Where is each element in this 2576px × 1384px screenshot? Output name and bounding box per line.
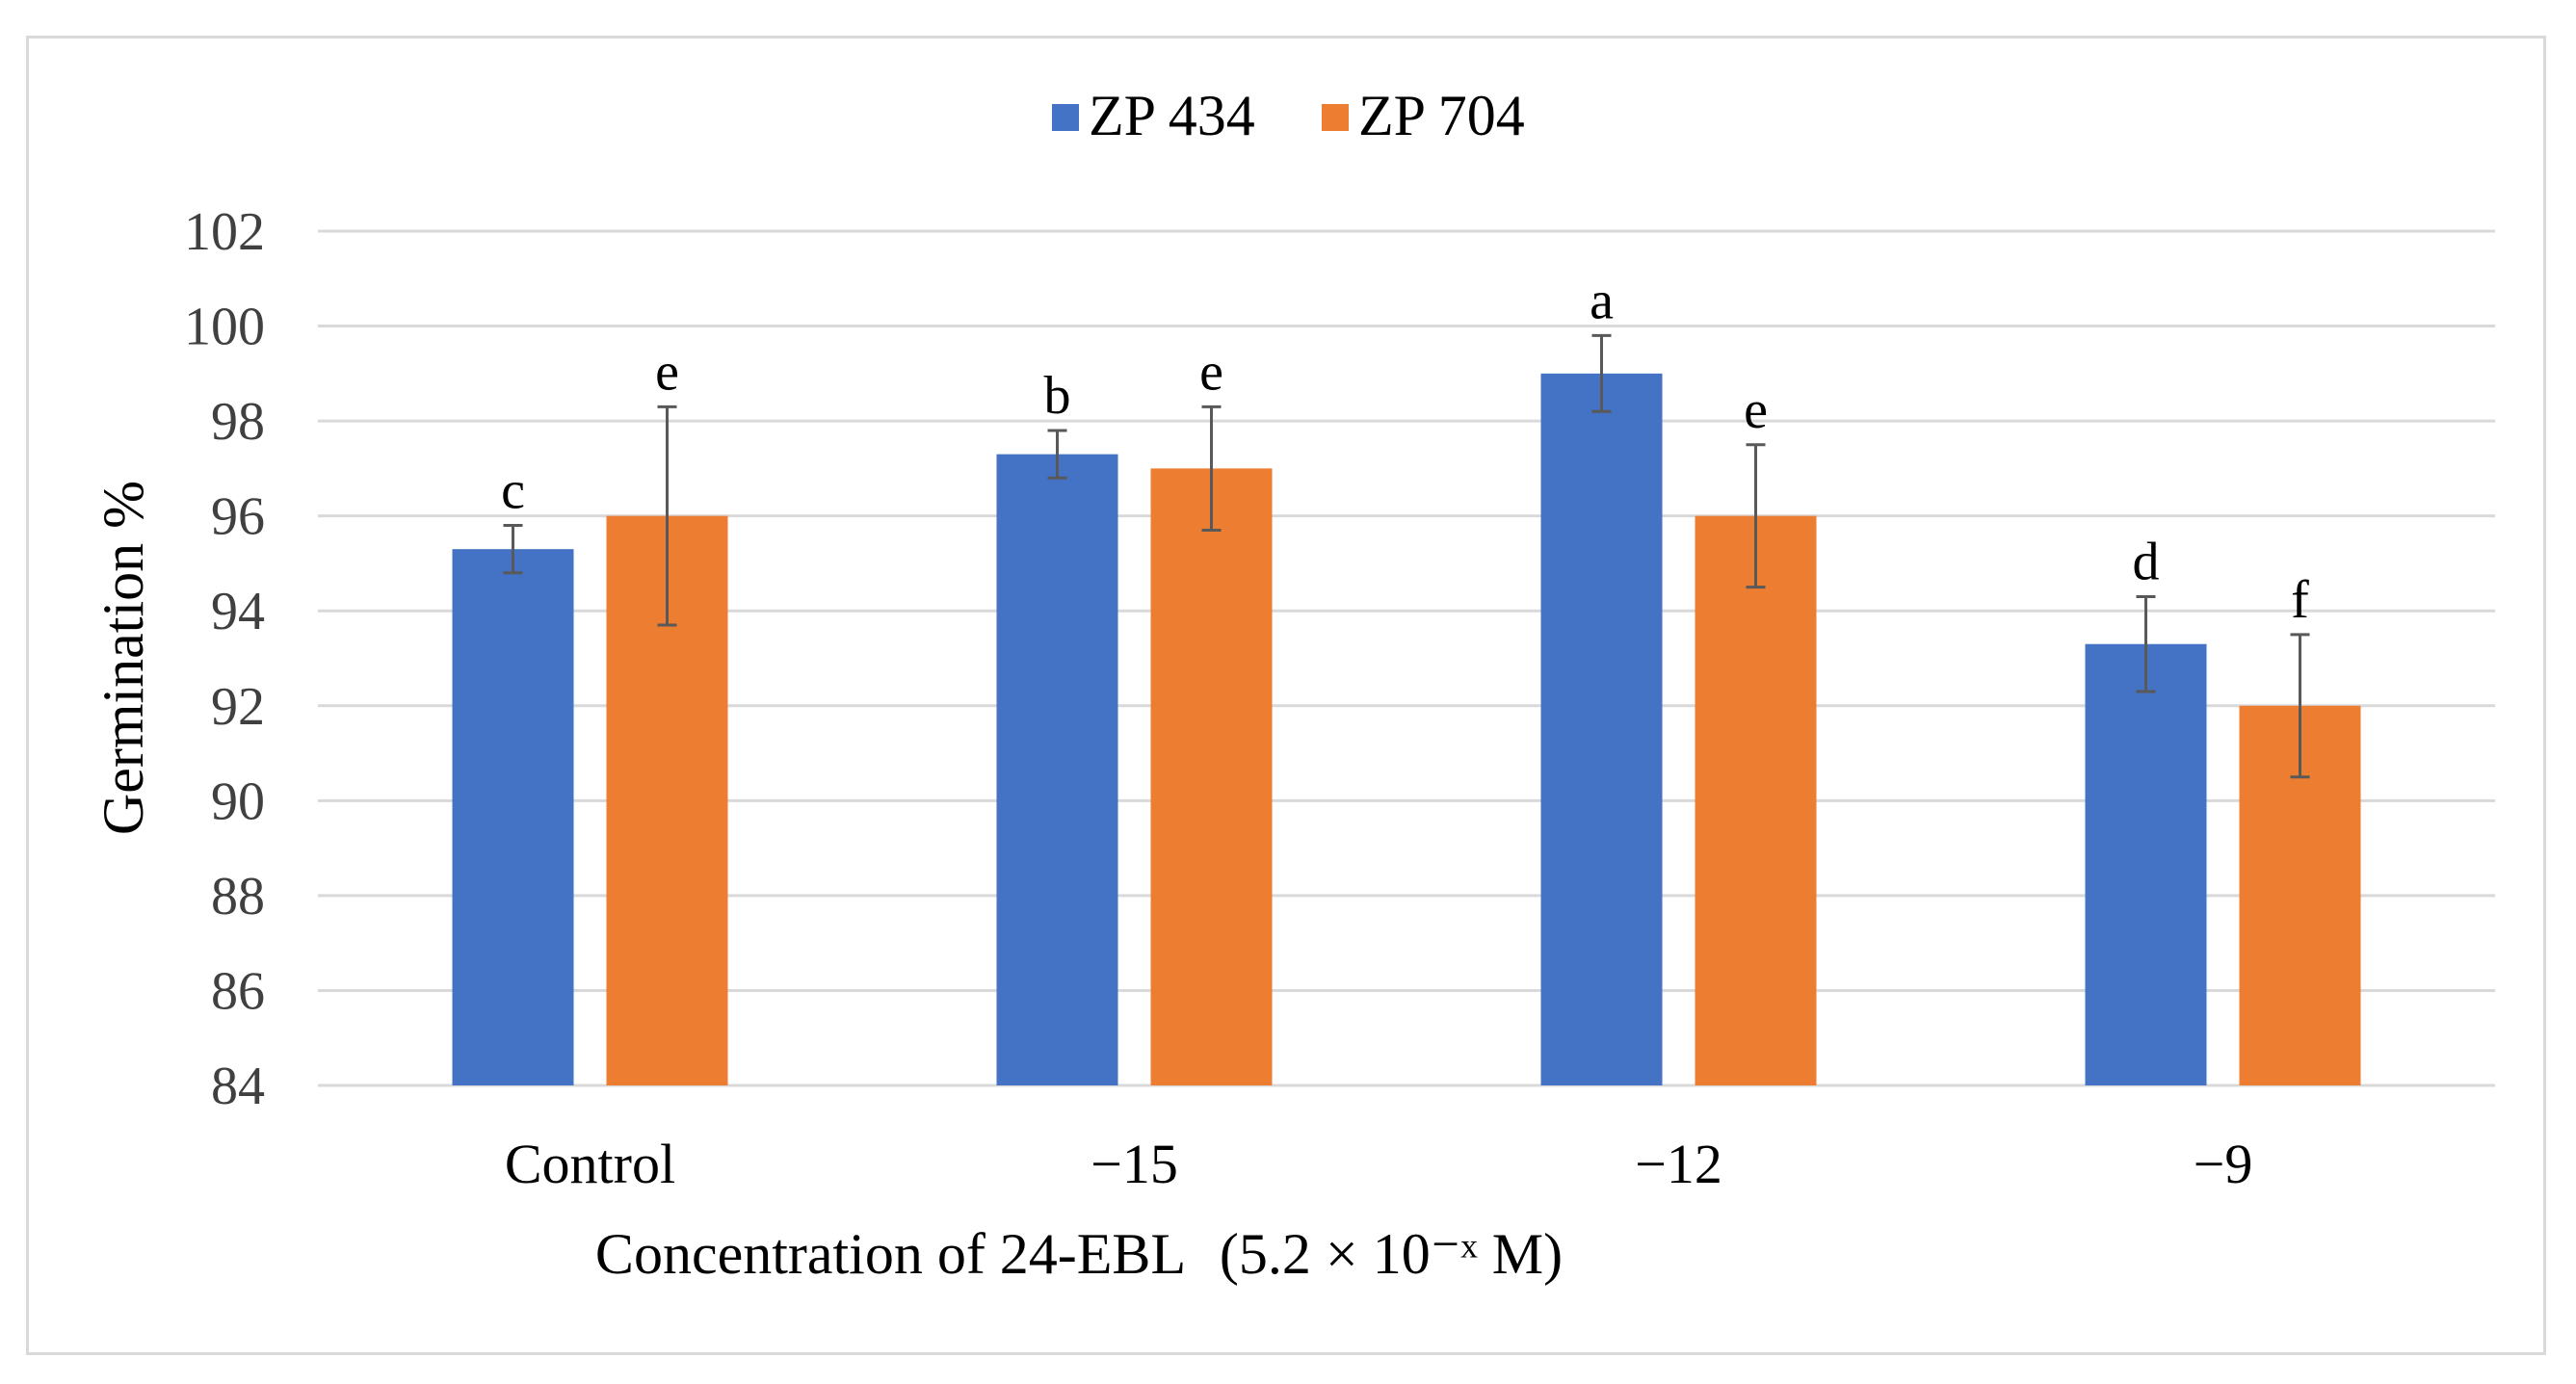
x-tick-label: −9 xyxy=(2194,1133,2253,1195)
x-tick-label: Control xyxy=(505,1133,675,1195)
legend-swatch-zp434 xyxy=(1052,104,1079,131)
y-tick-label: 86 xyxy=(211,961,265,1021)
bar xyxy=(1540,373,1663,1085)
x-tick-label: −12 xyxy=(1635,1133,1722,1195)
x-axis-categories: Control −15 −12 −9 xyxy=(505,1133,2252,1195)
legend-label-zp704: ZP 704 xyxy=(1358,84,1525,147)
y-tick-label: 98 xyxy=(211,392,265,452)
significance-letter: c xyxy=(501,461,525,521)
significance-letter: f xyxy=(2291,570,2309,630)
bar xyxy=(1150,468,1273,1085)
error-bars xyxy=(503,333,2310,779)
y-tick-label: 94 xyxy=(211,582,265,641)
significance-letter: a xyxy=(1590,271,1614,330)
y-tick-label: 102 xyxy=(184,202,265,262)
y-tick-label: 96 xyxy=(211,487,265,547)
bar xyxy=(1695,515,1817,1085)
y-tick-label: 90 xyxy=(211,771,265,831)
legend: ZP 434 ZP 704 xyxy=(1052,84,1525,147)
x-axis-title: Concentration of 24-EBL (5.2 × 10⁻ˣ M) xyxy=(595,1222,1563,1286)
legend-swatch-zp704 xyxy=(1322,104,1349,131)
significance-letter: d xyxy=(2133,532,2160,591)
x-tick-label: −15 xyxy=(1091,1133,1178,1195)
y-tick-label: 84 xyxy=(211,1057,265,1116)
significance-letter: e xyxy=(1744,380,1768,440)
significance-letter: e xyxy=(655,342,679,402)
y-axis-title: Germination % xyxy=(92,481,155,835)
significance-letters: c e b e a e d f xyxy=(501,271,2309,629)
bar xyxy=(452,549,574,1085)
y-axis-ticks: 84 86 88 90 92 94 96 98 100 102 xyxy=(184,202,265,1116)
y-tick-label: 88 xyxy=(211,867,265,927)
significance-letter: b xyxy=(1044,366,1071,426)
significance-letter: e xyxy=(1199,342,1223,402)
x-axis-title-unit: (5.2 × 10⁻ˣ M) xyxy=(1220,1222,1563,1286)
x-axis-title-main: Concentration of 24-EBL xyxy=(595,1222,1184,1286)
y-tick-label: 92 xyxy=(211,677,265,737)
bar xyxy=(996,454,1118,1085)
legend-label-zp434: ZP 434 xyxy=(1089,84,1255,147)
y-tick-label: 100 xyxy=(184,298,265,357)
bar xyxy=(2085,643,2207,1085)
bars xyxy=(452,373,2361,1085)
